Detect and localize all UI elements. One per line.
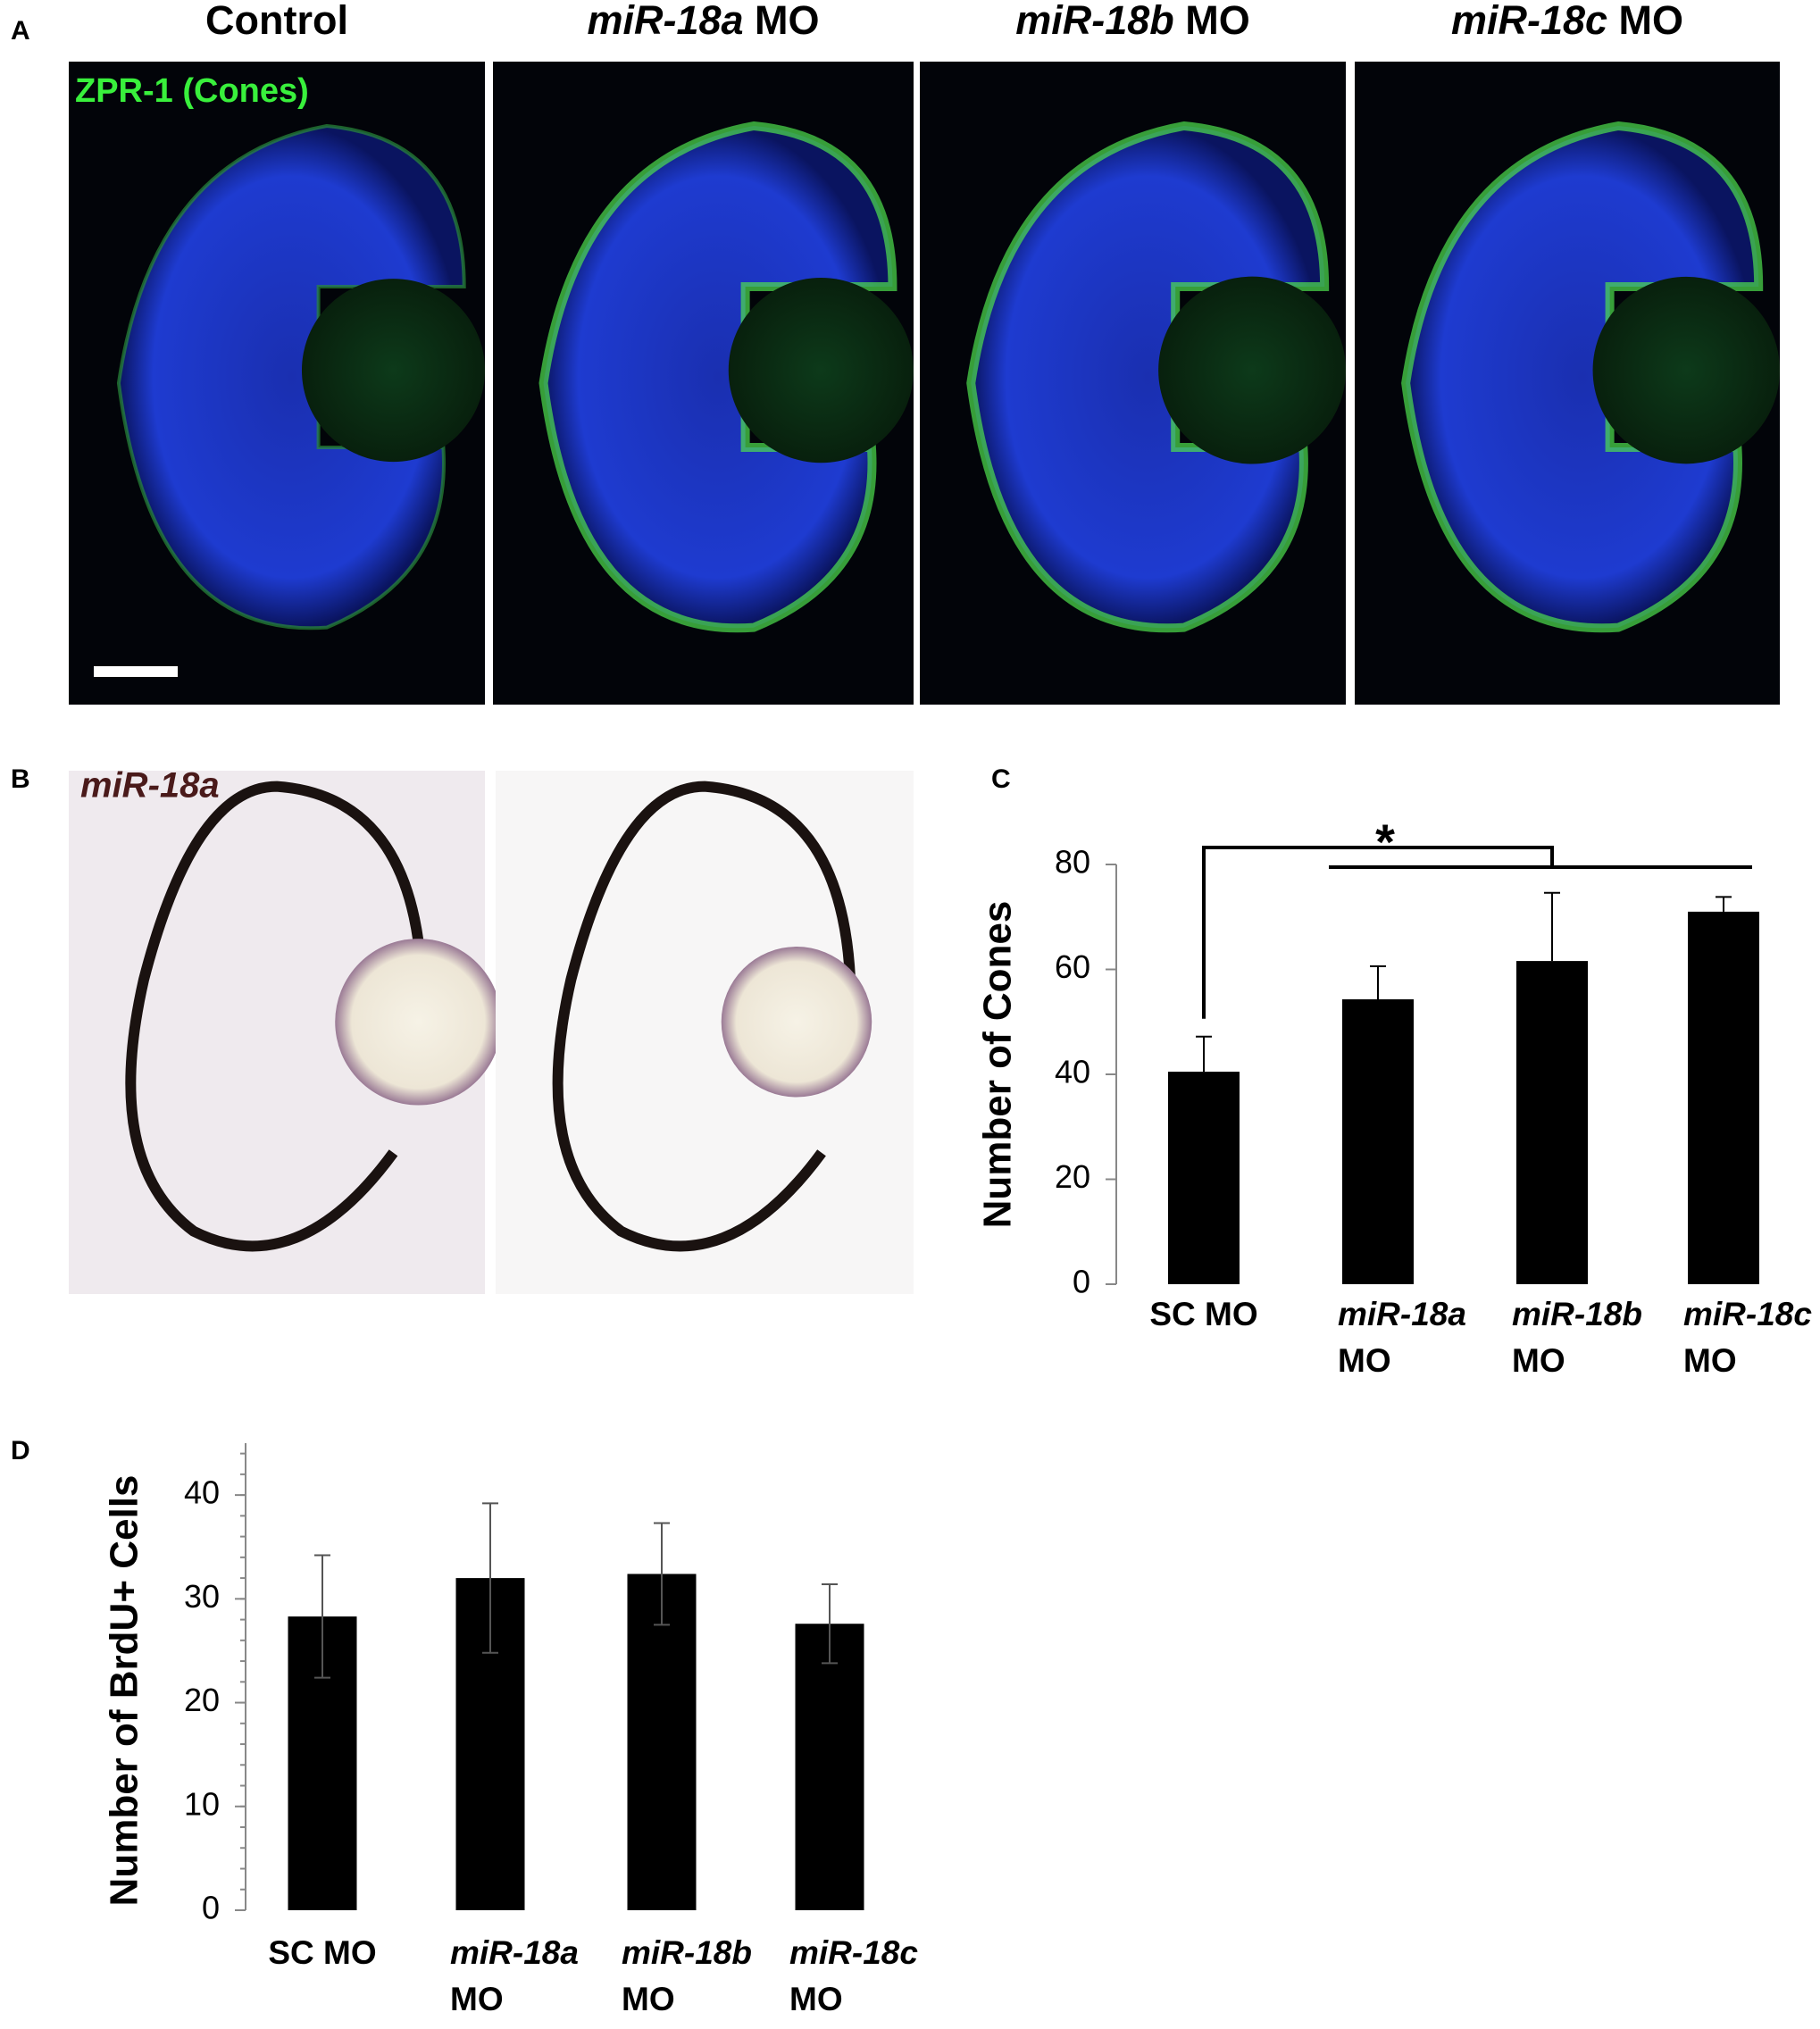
y-tick-label: 30 (184, 1578, 220, 1615)
y-axis-label: Number of Cones (976, 901, 1020, 1229)
panel-a: A Control miR-18a MO miR-18b MO miR-18c MO Z… (11, 0, 1780, 705)
bar (1168, 1072, 1240, 1284)
bar (1516, 961, 1588, 1284)
panel-label: C (991, 764, 1011, 794)
bar-chart: D Number of BrdU+ Cells 0 10 20 30 40 SC MO miR-… (11, 1436, 927, 2017)
panel-label: A (11, 16, 30, 46)
panel-label: B (11, 764, 30, 794)
y-tick-label: 80 (1055, 844, 1090, 881)
x-tick-label: SC MO (1149, 1296, 1257, 1332)
pigment-epithelium (125, 781, 429, 1252)
x-tick-label: miR-18b MO (1512, 1296, 1651, 1379)
bar (795, 1624, 864, 1910)
scale-bar (94, 666, 178, 677)
panel-label: D (11, 1436, 30, 1465)
retina (116, 123, 466, 630)
y-tick-label: 10 (184, 1785, 220, 1822)
image-title: miR-18c MO (1451, 0, 1683, 43)
stain-label: ZPR-1 (Cones) (75, 72, 309, 110)
x-tick-label: SC MO (268, 1934, 376, 1971)
y-axis-label: Number of BrdU+ Cells (103, 1475, 146, 1907)
lens (301, 279, 485, 463)
y-tick-label: 0 (1073, 1264, 1090, 1300)
lens (1592, 276, 1780, 464)
bar (1688, 911, 1759, 1284)
image-title: miR-18b MO (1015, 0, 1250, 43)
y-tick-label: 40 (184, 1474, 220, 1511)
retina (538, 121, 897, 633)
y-tick-label: 0 (202, 1890, 220, 1926)
y-tick-label: 20 (1055, 1158, 1090, 1195)
bar (627, 1574, 697, 1910)
lens (728, 277, 914, 463)
lens (721, 947, 872, 1098)
significance-bracket (1202, 846, 1554, 1019)
image-title: Control (205, 0, 348, 43)
retina (966, 121, 1330, 633)
x-tick-label: miR-18a MO (450, 1934, 588, 2017)
lens (335, 939, 502, 1106)
y-tick-label: 40 (1055, 1054, 1090, 1090)
x-tick-label: miR-18b MO (622, 1934, 761, 2017)
y-tick-label: 60 (1055, 948, 1090, 985)
x-tick-label: miR-18a MO (1338, 1296, 1475, 1379)
retina (1401, 121, 1764, 633)
x-tick-label: miR-18c MO (1683, 1296, 1820, 1379)
bar-chart: C Number of Cones 0 20 40 60 80 SC MO miR-18a MO… (976, 764, 1820, 1379)
significance-marker: * (1375, 814, 1395, 870)
image-title: miR-18a MO (587, 0, 819, 43)
panel-b: B miR-18a (11, 764, 914, 1294)
bar (1342, 998, 1414, 1284)
y-tick-label: 20 (184, 1682, 220, 1718)
probe-label: miR-18a (80, 766, 220, 806)
lens (1158, 276, 1347, 464)
pigment-epithelium (552, 781, 856, 1252)
x-tick-label: miR-18c MO (789, 1934, 927, 2017)
